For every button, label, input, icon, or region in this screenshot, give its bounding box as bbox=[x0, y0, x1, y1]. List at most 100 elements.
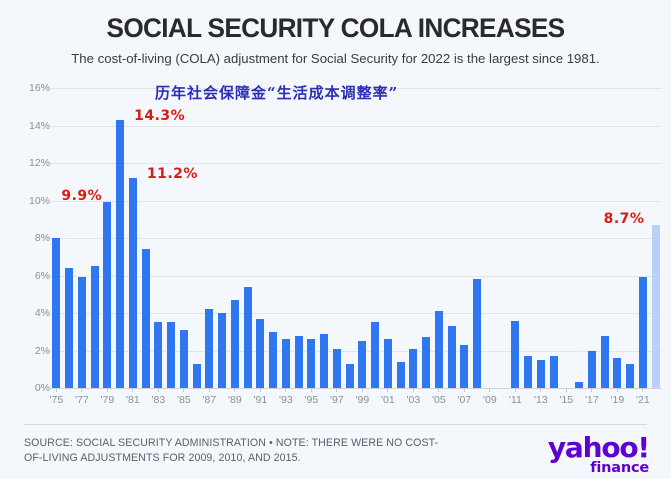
logo-finance-text: finance bbox=[590, 459, 649, 476]
bar-1999[interactable] bbox=[358, 341, 367, 388]
bar-2008[interactable] bbox=[473, 279, 482, 388]
bar-1977[interactable] bbox=[77, 277, 86, 388]
x-axis-tick-mark bbox=[565, 388, 567, 392]
bar-1992[interactable] bbox=[269, 331, 278, 388]
x-axis-tick-label: '89 bbox=[228, 394, 242, 406]
y-axis-tick-mark bbox=[43, 387, 49, 389]
x-axis-tick-label: '77 bbox=[75, 394, 89, 406]
bar-2019[interactable] bbox=[613, 358, 622, 388]
x-axis-tick-label: '81 bbox=[126, 394, 140, 406]
x-axis-tick-mark bbox=[132, 388, 134, 392]
bar-1982[interactable] bbox=[141, 249, 150, 388]
x-axis-tick-mark bbox=[208, 388, 210, 392]
x-axis-tick-label: '93 bbox=[279, 394, 293, 406]
bar-1994[interactable] bbox=[294, 335, 303, 388]
x-axis-tick-mark bbox=[336, 388, 338, 392]
x-axis-tick-label: '99 bbox=[355, 394, 370, 406]
x-axis-tick-mark bbox=[540, 388, 542, 392]
x-axis-tick-mark bbox=[310, 388, 312, 392]
y-axis-tick-label: 0% bbox=[34, 382, 50, 394]
bar-2005[interactable] bbox=[434, 311, 443, 388]
gridline bbox=[50, 313, 662, 314]
x-axis-tick-label: '79 bbox=[100, 394, 115, 406]
x-axis-tick-mark bbox=[591, 388, 593, 392]
gridline bbox=[50, 350, 662, 352]
x-axis-tick-label: '87 bbox=[202, 394, 217, 406]
bar-1983[interactable] bbox=[154, 322, 163, 388]
bar-2013[interactable] bbox=[536, 359, 545, 388]
y-axis-tick-label: 10% bbox=[28, 194, 50, 207]
bar-2004[interactable] bbox=[422, 337, 431, 388]
y-axis-tick-label: 12% bbox=[28, 157, 50, 169]
bar-2014[interactable] bbox=[549, 356, 558, 388]
x-axis-tick-mark bbox=[361, 388, 363, 392]
bar-2017[interactable] bbox=[587, 350, 596, 388]
x-axis-tick-label: '91 bbox=[253, 394, 268, 406]
bar-1981[interactable] bbox=[128, 178, 137, 388]
x-axis-tick-mark bbox=[438, 388, 440, 392]
bar-2011[interactable] bbox=[511, 320, 520, 388]
x-axis-tick-label: '97 bbox=[330, 394, 344, 406]
bar-2018[interactable] bbox=[600, 335, 609, 388]
y-axis-tick-mark bbox=[43, 237, 49, 239]
y-axis-tick-label: 4% bbox=[34, 307, 50, 319]
x-axis-tick-mark bbox=[387, 388, 389, 392]
x-axis-tick-mark bbox=[183, 388, 185, 392]
y-axis-tick-label: 2% bbox=[34, 344, 50, 357]
gridline bbox=[50, 125, 662, 127]
bar-1988[interactable] bbox=[218, 313, 227, 388]
bar-1976[interactable] bbox=[65, 268, 74, 388]
page-title: SOCIAL SECURITY COLA INCREASES bbox=[106, 13, 566, 43]
gridline bbox=[50, 238, 662, 239]
logo-yahoo-text: yahoo! bbox=[547, 431, 650, 464]
y-axis-tick-mark bbox=[43, 312, 49, 314]
bar-2002[interactable] bbox=[396, 361, 405, 388]
bar-2003[interactable] bbox=[409, 348, 418, 388]
chart-plot-area bbox=[50, 88, 662, 389]
y-axis-tick-label: 8% bbox=[34, 232, 50, 244]
x-axis-tick-label: '21 bbox=[636, 394, 650, 406]
chart-plot-wrapper: 0% 2% 4% 6% 8% 10% 12% 14% 16% '75 '77 '79 '81 '83 '8… bbox=[0, 82, 671, 420]
bar-1984[interactable] bbox=[167, 322, 176, 388]
bar-1987[interactable] bbox=[205, 309, 214, 388]
footer-divider bbox=[24, 424, 647, 425]
bar-1986[interactable] bbox=[192, 363, 201, 388]
x-axis-tick-label: '01 bbox=[381, 394, 395, 406]
x-axis-tick-mark bbox=[616, 388, 618, 392]
bar-1996[interactable] bbox=[320, 333, 329, 388]
gridline bbox=[50, 88, 662, 89]
bar-1991[interactable] bbox=[256, 318, 265, 388]
bar-1975[interactable] bbox=[52, 238, 61, 388]
bar-2020[interactable] bbox=[626, 363, 635, 388]
bar-1985[interactable] bbox=[179, 329, 188, 388]
bar-1979[interactable] bbox=[103, 202, 112, 388]
bar-2016[interactable] bbox=[575, 382, 584, 388]
bar-1980[interactable] bbox=[116, 119, 125, 388]
bar-1997[interactable] bbox=[332, 348, 341, 388]
x-axis-tick-label: '85 bbox=[177, 394, 191, 406]
x-axis-tick-label: '15 bbox=[559, 394, 574, 406]
x-axis-tick-mark bbox=[106, 388, 108, 392]
bar-1998[interactable] bbox=[345, 363, 354, 388]
x-axis-tick-label: '19 bbox=[610, 394, 625, 406]
x-axis-tick-mark bbox=[157, 388, 159, 392]
bar-1995[interactable] bbox=[307, 339, 316, 388]
bar-1978[interactable] bbox=[90, 266, 99, 388]
x-axis-tick-label: '75 bbox=[49, 394, 64, 406]
bar-2001[interactable] bbox=[383, 339, 392, 388]
gridline bbox=[50, 275, 662, 277]
bar-2000[interactable] bbox=[371, 322, 380, 388]
bar-2022[interactable] bbox=[651, 224, 660, 388]
bar-1989[interactable] bbox=[230, 299, 239, 388]
y-axis-tick-label: 14% bbox=[28, 119, 50, 132]
bar-2007[interactable] bbox=[460, 344, 469, 388]
bar-2006[interactable] bbox=[447, 326, 456, 388]
chart-subtitle: The cost-of-living (COLA) adjustment for… bbox=[71, 51, 600, 67]
x-axis-tick-mark bbox=[55, 388, 57, 392]
bar-2021[interactable] bbox=[638, 277, 647, 388]
value-annotation-1981: 11.2% bbox=[146, 166, 198, 182]
x-axis-tick-label: '11 bbox=[508, 394, 522, 406]
bar-1993[interactable] bbox=[281, 339, 290, 388]
bar-2012[interactable] bbox=[524, 356, 533, 388]
bar-1990[interactable] bbox=[243, 286, 252, 388]
